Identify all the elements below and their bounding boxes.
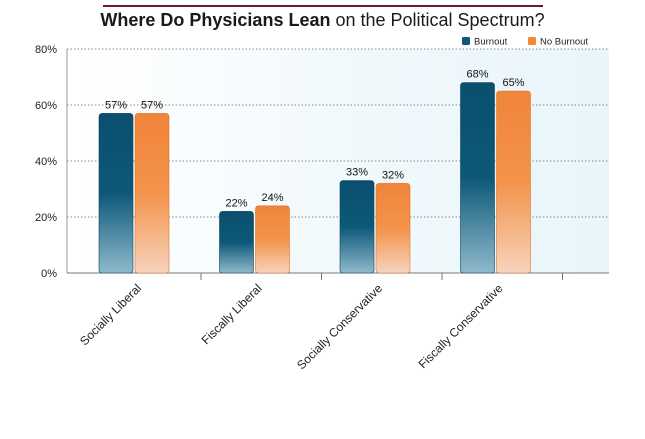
x-category-label: Socially Liberal bbox=[77, 281, 144, 348]
y-tick-label: 60% bbox=[35, 100, 57, 112]
bar-no-burnout bbox=[496, 90, 531, 274]
title-rule bbox=[103, 5, 543, 7]
bar-burnout bbox=[460, 82, 495, 274]
x-category-label: Fiscally Liberal bbox=[199, 281, 265, 347]
chart-title-rest: on the Political Spectrum? bbox=[330, 10, 545, 30]
data-label: 57% bbox=[141, 99, 163, 111]
bar-no-burnout bbox=[375, 183, 411, 274]
bar-no-burnout bbox=[255, 205, 290, 274]
data-label: 24% bbox=[261, 192, 283, 204]
bar-burnout bbox=[98, 113, 134, 274]
legend-swatch bbox=[528, 37, 536, 45]
data-label: 33% bbox=[346, 167, 368, 179]
data-label: 32% bbox=[382, 169, 404, 181]
bar-no-burnout bbox=[134, 113, 170, 274]
y-tick-label: 80% bbox=[35, 44, 57, 56]
y-tick-label: 40% bbox=[35, 156, 57, 168]
bar-burnout bbox=[219, 211, 254, 274]
x-category-label: Fiscally Conservative bbox=[416, 281, 506, 371]
legend-swatch bbox=[462, 37, 470, 45]
data-label: 68% bbox=[466, 69, 488, 81]
bar-burnout bbox=[339, 180, 375, 274]
legend-label: No Burnout bbox=[540, 37, 588, 48]
chart-title: Where Do Physicians Lean on the Politica… bbox=[0, 10, 645, 31]
y-tick-label: 20% bbox=[35, 212, 57, 224]
data-label: 65% bbox=[502, 77, 524, 89]
x-category-label: Socially Conservative bbox=[294, 281, 385, 372]
y-tick-label: 0% bbox=[41, 268, 57, 280]
chart-title-strong: Where Do Physicians Lean bbox=[100, 10, 331, 30]
data-label: 22% bbox=[225, 197, 247, 209]
data-label: 57% bbox=[105, 99, 127, 111]
legend-label: Burnout bbox=[474, 37, 508, 48]
